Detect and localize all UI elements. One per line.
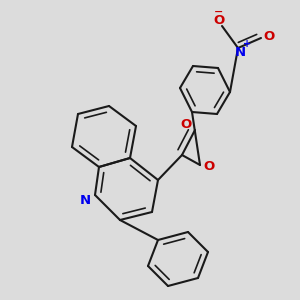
Text: N: N: [80, 194, 91, 206]
Text: N: N: [234, 46, 246, 59]
Text: −: −: [214, 7, 224, 17]
Text: O: O: [213, 14, 225, 28]
Text: O: O: [203, 160, 214, 173]
Text: O: O: [263, 29, 274, 43]
Text: +: +: [243, 39, 251, 49]
Text: O: O: [180, 118, 192, 131]
